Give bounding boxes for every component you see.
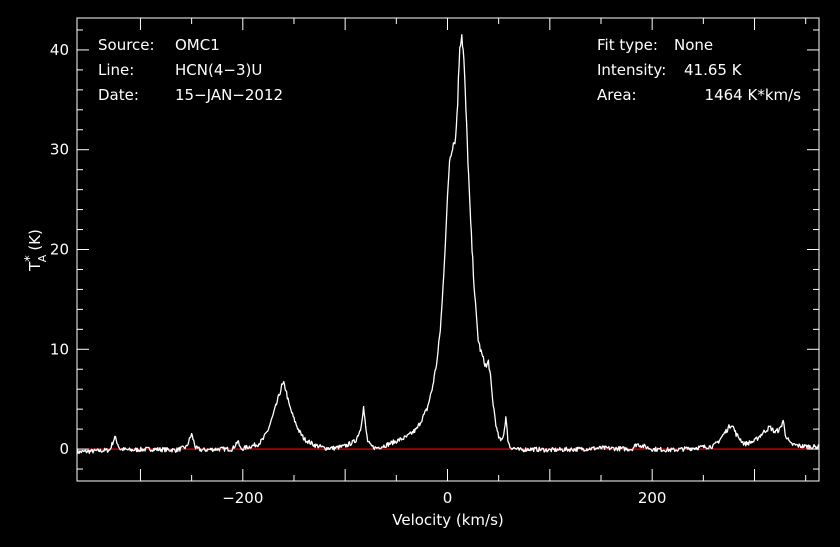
y-tick-label: 0 <box>59 440 69 458</box>
info-right: Fit type: None Intensity: 41.65 K Area: … <box>597 36 801 104</box>
y-tick-label: 10 <box>50 340 69 358</box>
y-axis-label-main: T <box>26 261 44 272</box>
line-key: Line: <box>98 61 134 79</box>
x-axis-label: Velocity (km/s) <box>392 511 503 529</box>
y-axis-label-sub: A <box>36 254 49 262</box>
x-tick-label: −200 <box>222 489 263 507</box>
y-axis-ticks: 0 10 20 30 40 <box>50 29 819 470</box>
spectrum-line <box>76 34 820 455</box>
area-key: Area: <box>597 86 637 104</box>
fit-type-key: Fit type: <box>597 36 658 54</box>
plot-area <box>76 34 820 455</box>
intensity-value: 41.65 K <box>684 61 743 79</box>
area-value: 1464 K*km/s <box>705 86 802 104</box>
x-axis-ticks: −200 0 200 <box>139 18 807 507</box>
intensity-key: Intensity: <box>597 61 666 79</box>
source-key: Source: <box>98 36 155 54</box>
date-value: 15−JAN−2012 <box>175 86 283 104</box>
fit-type-value: None <box>674 36 713 54</box>
info-left: Source: OMC1 Line: HCN(4−3)U Date: 15−JA… <box>98 36 283 104</box>
y-tick-label: 30 <box>50 141 69 159</box>
y-tick-label: 40 <box>50 41 69 59</box>
y-tick-label: 20 <box>50 241 69 259</box>
y-axis-label-unit: (K) <box>26 229 44 251</box>
date-key: Date: <box>98 86 139 104</box>
line-value: HCN(4−3)U <box>175 61 262 79</box>
x-tick-label: 0 <box>443 489 453 507</box>
y-axis-label-sup: * <box>23 255 38 262</box>
x-tick-label: 200 <box>638 489 667 507</box>
source-value: OMC1 <box>175 36 220 54</box>
y-axis-label: T*A (K) <box>23 229 49 272</box>
